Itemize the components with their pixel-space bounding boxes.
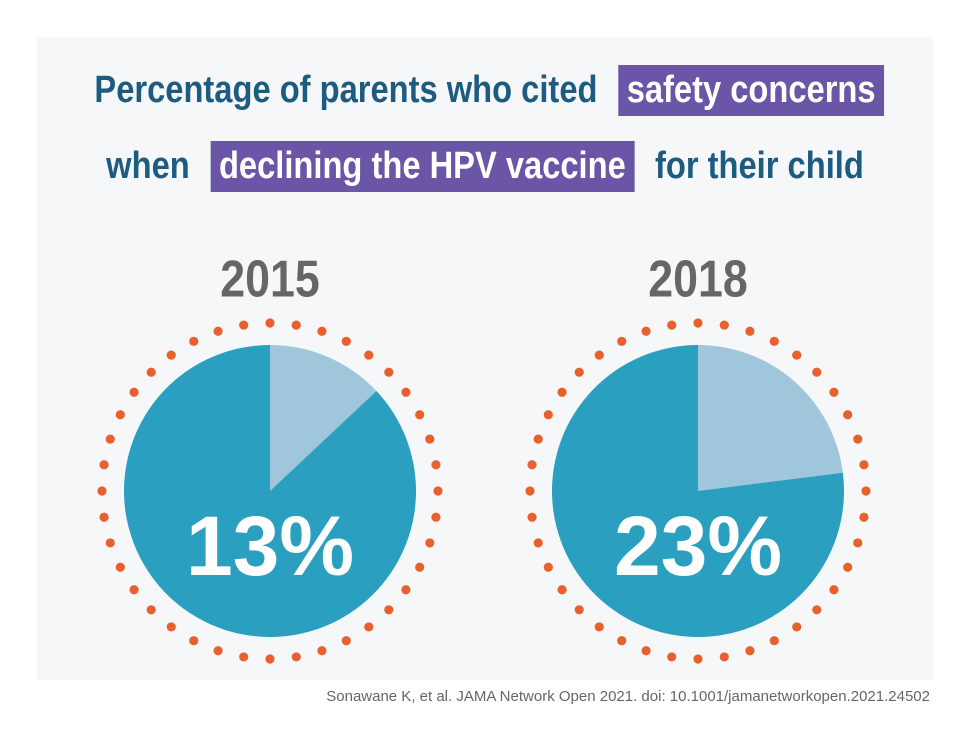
ring-dot [792,350,802,360]
ring-dot [364,622,374,632]
ring-dot [745,646,755,656]
source: Sonawane K, et al. JAMA Network Open 202… [326,688,930,705]
ring-dot [594,622,604,632]
ring-dot [617,636,627,646]
value-label: 13% [186,499,354,593]
ring-dot [341,336,351,346]
ring-dot [533,538,543,548]
ring-dot [317,326,327,336]
title: Percentage of parents who cited safety co… [0,62,970,214]
ring-dot [115,562,125,572]
ring-dot [859,512,869,522]
ring-dot [431,512,441,522]
ring-dot [843,410,853,420]
ring-dot [105,434,115,444]
ring-dot [792,622,802,632]
ring-dot [745,326,755,336]
ring-dot [129,387,139,397]
ring-dot [425,434,435,444]
ring-dot [317,646,327,656]
pie-slice [552,345,844,637]
ring-dot [693,318,703,328]
ring-dot [384,605,394,615]
ring-dot [433,486,443,496]
ring-dot [812,605,822,615]
title-text: Percentage of parents who cited [94,68,598,111]
ring-dot [425,538,435,548]
ring-dot [401,387,411,397]
ring-dot [189,336,199,346]
ring-dot [415,562,425,572]
pie-slice [698,345,843,491]
ring-dot [291,320,301,330]
ring-dot [641,326,651,336]
title-highlight: declining the HPV vaccine [210,140,635,192]
ring-dot [853,434,863,444]
ring-dot [769,336,779,346]
ring-dot [574,605,584,615]
ring-dot [401,585,411,595]
ring-dot [557,585,567,595]
ring-dot [769,636,779,646]
ring-dot [239,652,249,662]
ring-dot [853,538,863,548]
ring-dot [265,318,275,328]
ring-dot [859,460,869,470]
ring-dot [166,350,176,360]
ring-dot [415,410,425,420]
title-line: when declining the HPV vaccine for their c… [68,138,902,194]
ring-dot [291,652,301,662]
ring-dot [641,646,651,656]
title-line: Percentage of parents who cited safety co… [68,62,902,118]
ring-dot [99,460,109,470]
ring-dot [146,367,156,377]
ring-dot [239,320,249,330]
ring-dot [213,326,223,336]
ring-dot [617,336,627,346]
ring-dot [594,350,604,360]
ring-dot [129,585,139,595]
ring-dot [574,367,584,377]
pie-title: 2015 [220,251,319,309]
ring-dot [719,652,729,662]
title-highlight: safety concerns [618,64,885,116]
title-text: when [106,144,190,187]
ring-dot [146,605,156,615]
ring-dot [693,654,703,664]
ring-dot [533,434,543,444]
ring-dot [166,622,176,632]
ring-dot [265,654,275,664]
ring-dot [341,636,351,646]
ring-dot [543,410,553,420]
ring-dot [525,486,535,496]
ring-dot [97,486,107,496]
ring-dot [364,350,374,360]
pie-slice [270,345,377,491]
ring-dot [213,646,223,656]
ring-dot [384,367,394,377]
ring-dot [431,460,441,470]
ring-dot [557,387,567,397]
ring-dot [843,562,853,572]
ring-dot [861,486,871,496]
ring-dot [829,585,839,595]
ring-dot [527,512,537,522]
ring-dot [189,636,199,646]
ring-dot [829,387,839,397]
ring-dot [667,320,677,330]
pie-title: 2018 [648,251,747,309]
ring-dot [543,562,553,572]
title-text: for their child [655,144,864,187]
ring-dot [812,367,822,377]
value-label: 23% [614,499,782,593]
ring-dot [115,410,125,420]
pie-slice [123,345,417,637]
ring-dot [105,538,115,548]
ring-dot [667,652,677,662]
ring-dot [719,320,729,330]
ring-dot [99,512,109,522]
ring-dot [527,460,537,470]
